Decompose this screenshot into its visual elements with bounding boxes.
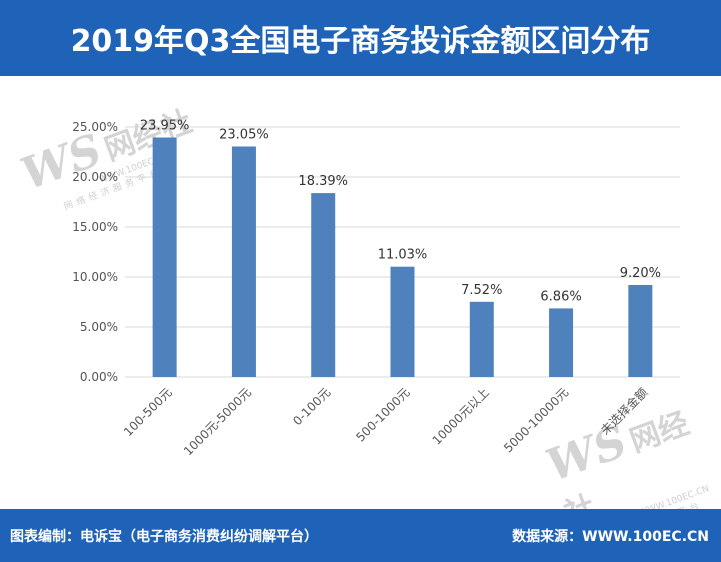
y-tick-label: 0.00% [80, 370, 118, 384]
data-label: 23.05% [219, 128, 269, 143]
x-category-label: 10000元以上 [430, 385, 492, 447]
data-label: 6.86% [540, 289, 581, 304]
bar-chart: 0.00% 5.00% 10.00% 15.00% 20.00% 25.00% 23.95… [72, 119, 680, 459]
data-label: 18.39% [298, 174, 348, 189]
y-tick-label: 10.00% [72, 270, 118, 284]
header-banner: 2019年Q3全国电子商务投诉金额区间分布 [0, 0, 721, 76]
data-labels: 23.95% 23.05% 18.39% 11.03% 7.52% 6.86% 9.20% [140, 119, 661, 305]
data-label: 23.95% [140, 119, 190, 134]
bar [231, 146, 256, 377]
x-category-label: 100-500元 [121, 385, 175, 439]
x-category-label: 1000元-5000元 [181, 385, 254, 458]
y-tick-label: 15.00% [72, 220, 118, 234]
data-label: 9.20% [620, 266, 661, 281]
footer-banner: 图表编制：电诉宝（电子商务消费纠纷调解平台） 数据来源：WWW.100EC.CN [0, 509, 721, 562]
y-tick-label: 5.00% [80, 320, 118, 334]
page-title: 2019年Q3全国电子商务投诉金额区间分布 [70, 24, 651, 59]
x-category-label: 5000-10000元 [501, 385, 571, 455]
bar [469, 301, 494, 377]
bar [311, 193, 336, 377]
data-label: 11.03% [378, 248, 428, 263]
x-category-label: 0-100元 [290, 385, 333, 428]
footer-source: 数据来源：WWW.100EC.CN [512, 529, 709, 545]
x-axis-categories: 100-500元 1000元-5000元 0-100元 500-1000元 10000元… [121, 385, 651, 459]
bar [390, 266, 415, 377]
data-label: 7.52% [461, 283, 502, 298]
y-tick-label: 25.00% [72, 120, 118, 134]
footer-credit: 图表编制：电诉宝（电子商务消费纠纷调解平台） [10, 529, 318, 545]
bar [628, 285, 653, 377]
bars [152, 137, 653, 377]
bar [152, 137, 177, 377]
y-tick-label: 20.00% [72, 170, 118, 184]
x-category-label: 未选择金额 [597, 385, 650, 438]
bar [549, 308, 574, 377]
x-category-label: 500-1000元 [353, 385, 412, 444]
y-axis-ticks: 0.00% 5.00% 10.00% 15.00% 20.00% 25.00% [72, 120, 118, 384]
